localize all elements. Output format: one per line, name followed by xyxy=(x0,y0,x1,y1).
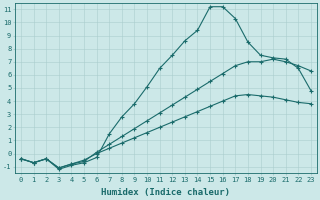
X-axis label: Humidex (Indice chaleur): Humidex (Indice chaleur) xyxy=(101,188,230,197)
